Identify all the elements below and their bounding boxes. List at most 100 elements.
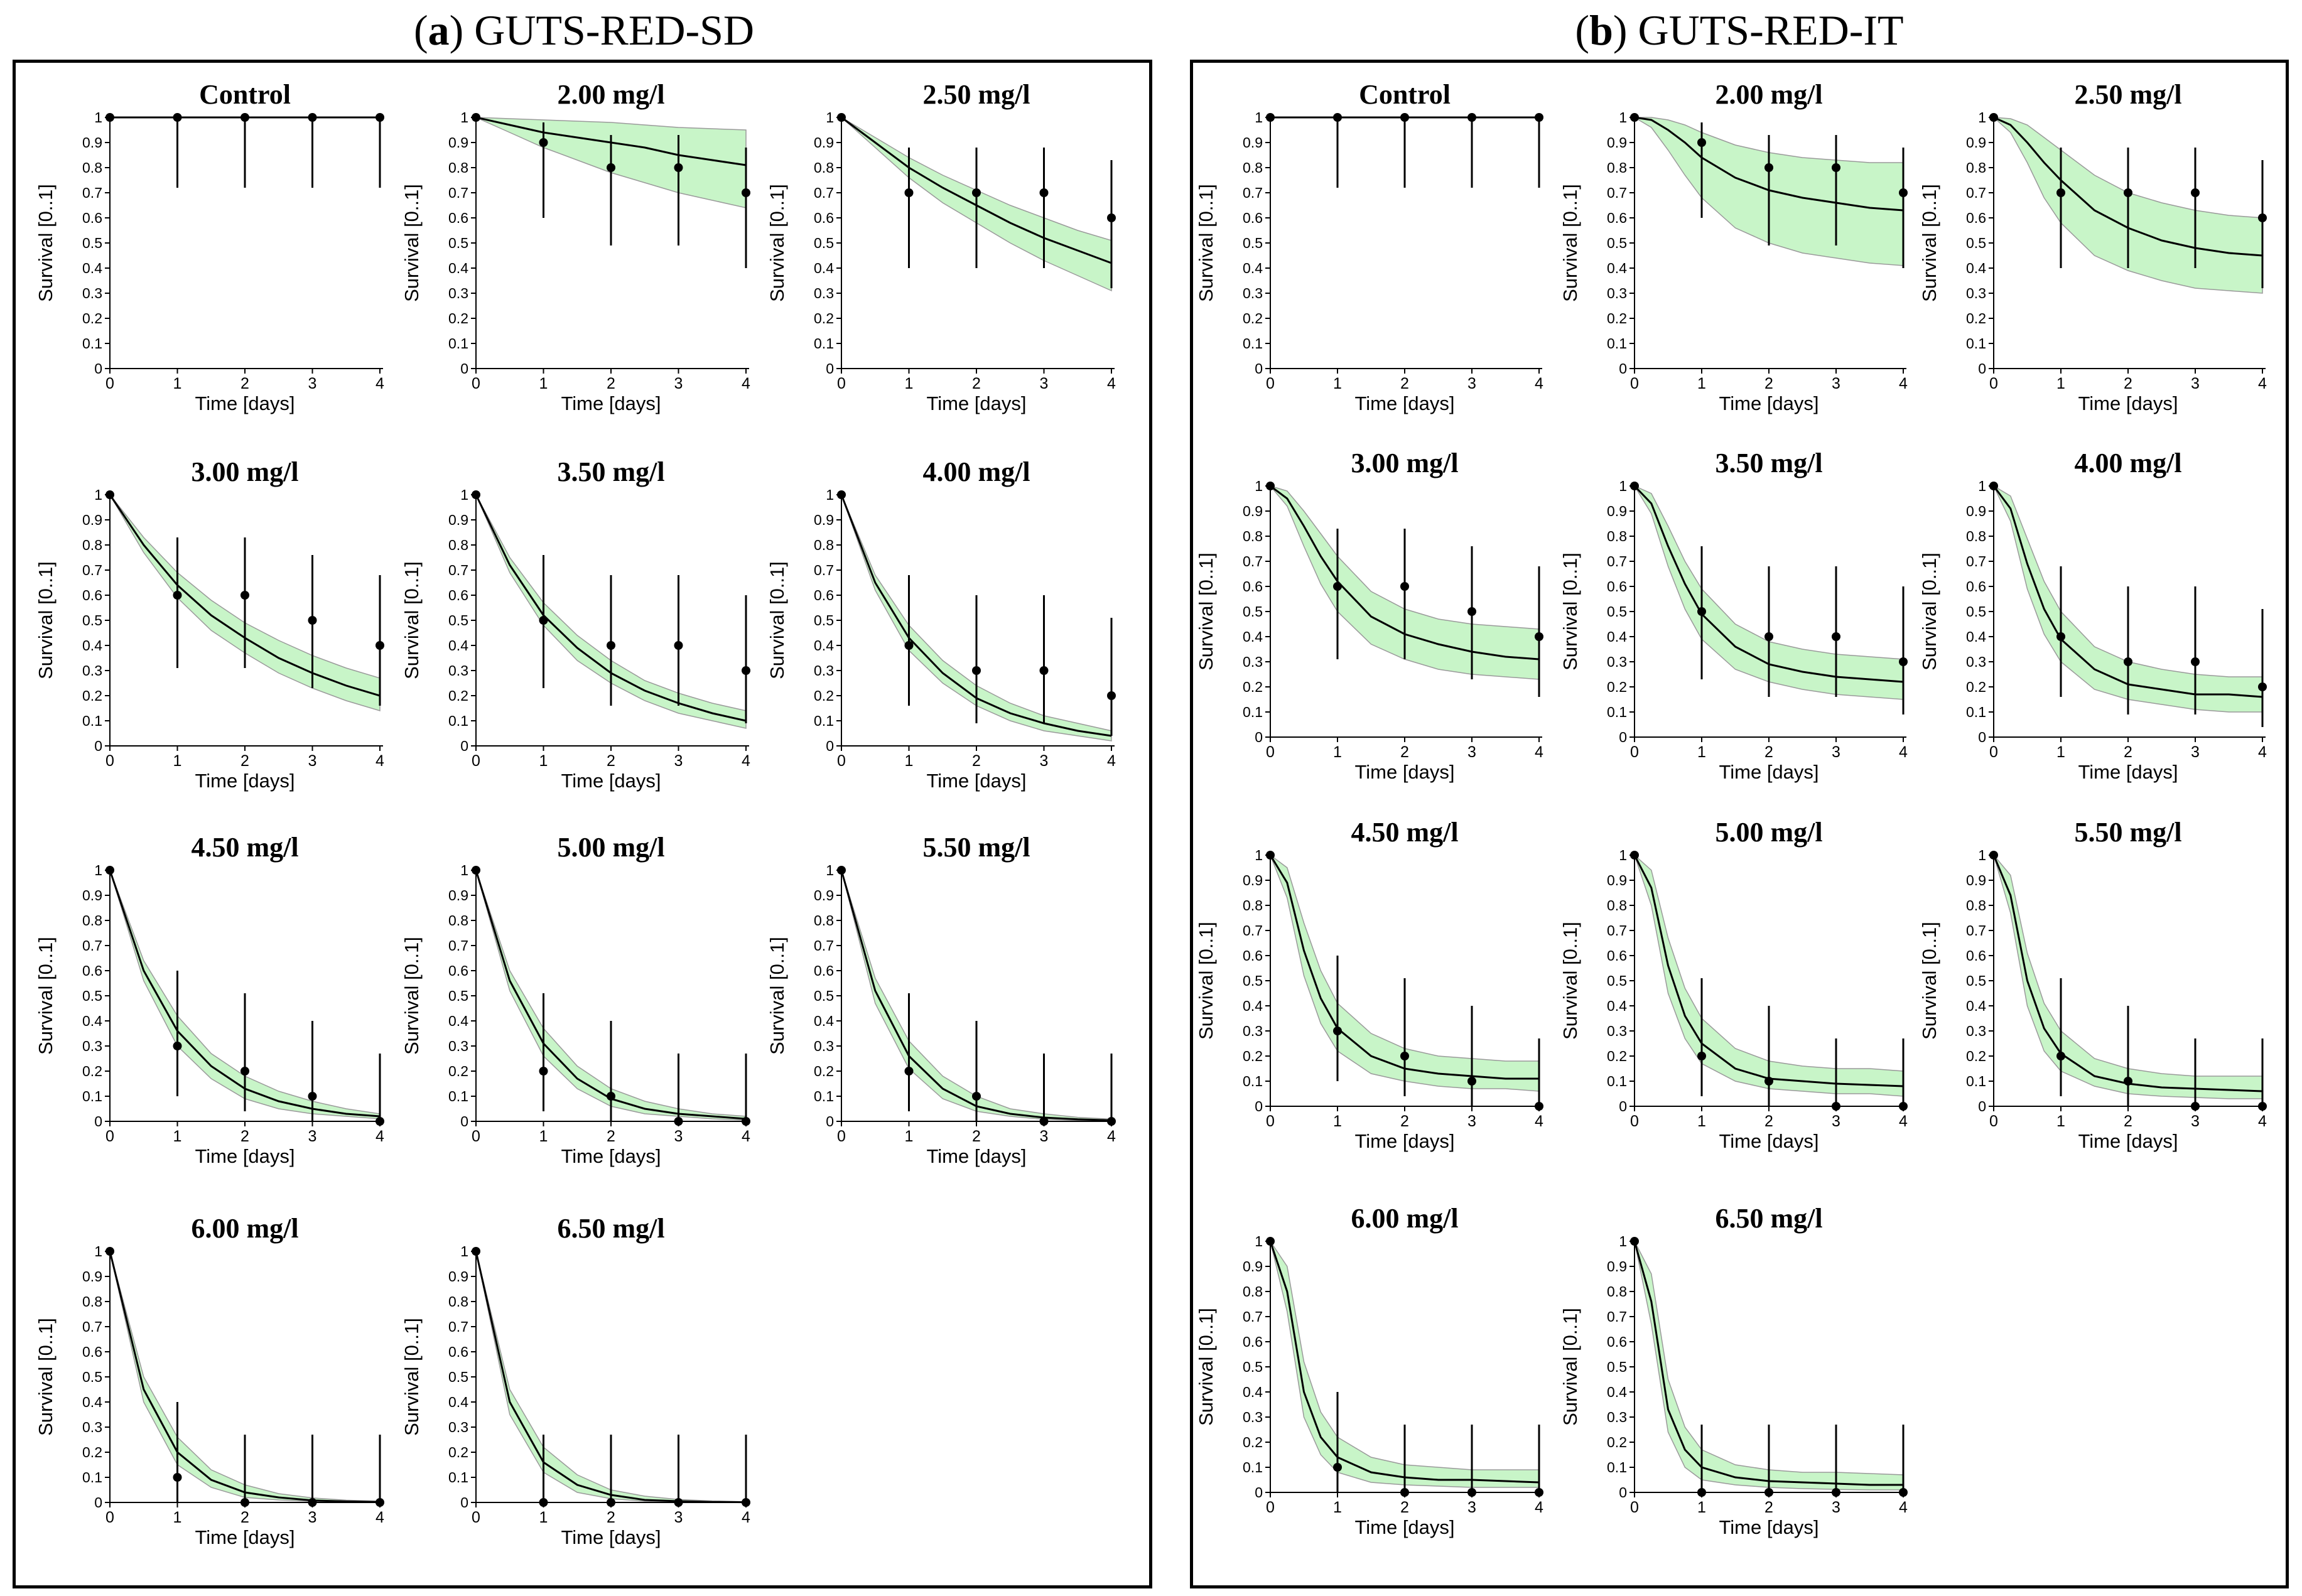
panel-a-plot-7-y-tick-label: 0.9	[82, 887, 102, 903]
panel-b-plot-10-x-tick-label: 3	[1467, 1499, 1476, 1516]
panel-a-plot-10-y-tick-label: 0	[94, 1494, 102, 1511]
panel-b-plot-11-y-tick-label: 0.8	[1607, 1283, 1627, 1300]
panel-a-plot-6-x-tick-label: 3	[1040, 752, 1049, 770]
panel-a-plot-2-x-tick-label: 2	[607, 375, 615, 392]
panel-b-plot-2-x-tick-label: 2	[1764, 375, 1773, 392]
panel-b-plot-3-x-tick-label: 2	[2124, 375, 2132, 392]
panel-b-plot-3-data-point	[2056, 188, 2065, 197]
panel-a-plot-2-x-tick-label: 3	[674, 375, 683, 392]
panel-a-plot-6-x-axis-label: Time [days]	[926, 770, 1026, 792]
panel-a-plot-3-y-tick-label: 0.8	[814, 159, 834, 176]
panel-a-plot-4-x-tick-label: 0	[105, 752, 114, 770]
panel-a-plot-1-data-point	[376, 113, 384, 122]
panel-b-plot-10-x-tick-label: 4	[1535, 1499, 1543, 1516]
panel-b-plot-7-group: 4.50 mg/l 0 0.1 0.2 0.3 0.4 0.5 0.6 0.7 0.8 0.9 1 0 1…	[1195, 817, 1543, 1152]
panel-a-plot-2-y-tick-label: 0.6	[448, 210, 468, 226]
panel-b-plot-10-y-tick-label: 0.9	[1243, 1258, 1263, 1275]
panel-a-plot-2-y-tick-label: 0.7	[448, 185, 468, 201]
panel-a-plot-9-data-point	[1039, 1117, 1049, 1126]
panel-a-plot-9-y-tick-label: 0.1	[814, 1088, 834, 1104]
panel-b-plot-9-y-tick-label: 0	[1978, 1098, 1986, 1114]
panel-b-plot-1-y-tick-label: 0.2	[1243, 310, 1263, 326]
panel-a-plot-9-x-tick-label: 3	[1040, 1128, 1049, 1145]
panel-a-plot-3-title: 2.50 mg/l	[922, 79, 1030, 110]
panel-b-plot-11-y-tick-label: 0.1	[1607, 1459, 1627, 1475]
panel-a-plot-3-data-point	[837, 113, 846, 122]
panel-a-plot-1-x-tick-label: 1	[173, 375, 182, 392]
panel-b-plot-2-x-tick-label: 3	[1832, 375, 1840, 392]
panel-b-plot-11-data-point	[1630, 1237, 1639, 1246]
panel-a-plot-8-x-tick-label: 3	[674, 1128, 683, 1145]
panel-b-plot-9-x-tick-label: 1	[2056, 1113, 2065, 1130]
panel-a-plot-5-x-tick-label: 3	[674, 752, 683, 770]
panel-b-plot-5-data-point	[1899, 657, 1908, 666]
panel-a-plot-9-data-point	[837, 866, 846, 875]
panel-b-plot-9-data-point	[2258, 1102, 2267, 1111]
panel-b-plot-11-x-tick-label: 0	[1630, 1499, 1639, 1516]
panel-a-plot-2-y-tick-label: 0	[460, 360, 468, 377]
panel-b-plot-5-y-tick-label: 0.9	[1607, 503, 1627, 519]
panel-b-plot-11-y-tick-label: 0.6	[1607, 1334, 1627, 1350]
panel-b-plot-11-y-tick-label: 0.4	[1607, 1384, 1627, 1400]
panel-b-plot-6-data-point	[2124, 657, 2132, 666]
panel-a-plot-8-x-tick-label: 0	[472, 1128, 480, 1145]
panel-b-plot-9-data-point	[2191, 1102, 2200, 1111]
panel-a-plot-7-y-tick-label: 1	[94, 862, 102, 878]
panel-b-plot-9-y-tick-label: 0.8	[1966, 897, 1986, 914]
panel-a-plot-9-x-tick-label: 2	[972, 1128, 981, 1145]
panel-b-plot-7-y-tick-label: 0.8	[1243, 897, 1263, 914]
panel-b-plot-2-y-axis-label: Survival [0..1]	[1559, 184, 1581, 302]
panel-a-plot-11-x-tick-label: 0	[472, 1509, 480, 1526]
panel-b-plot-11-data-point	[1832, 1488, 1840, 1497]
panel-a-plot-4-y-tick-label: 0.8	[82, 537, 102, 553]
panel-a-plot-10-data-point	[105, 1247, 114, 1256]
panel-a-plot-2-x-axis-label: Time [days]	[561, 392, 661, 414]
panel-b-plot-2-data-point	[1832, 163, 1840, 172]
panel-a-plot-7-x-tick-label: 0	[105, 1128, 114, 1145]
panel-a-plot-10-x-tick-label: 2	[240, 1509, 249, 1526]
panel-a-plot-4-y-tick-label: 0.1	[82, 713, 102, 729]
panel-a-plot-4-y-tick-label: 0.5	[82, 612, 102, 628]
panel-b-plot-4-y-tick-label: 0.5	[1243, 603, 1263, 620]
panel-a-plot-11-y-tick-label: 0.5	[448, 1369, 468, 1385]
panel-a-plot-5-x-tick-label: 4	[742, 752, 750, 770]
panel-b-plot-10-x-axis-label: Time [days]	[1354, 1516, 1454, 1538]
panel-a-plot-2-group: 2.00 mg/l 0 0.1 0.2 0.3 0.4 0.5 0.6 0.7 0.8 0.9 1 0 1…	[401, 79, 750, 414]
panel-b-plot-2-y-tick-label: 0.7	[1607, 185, 1627, 201]
panel-a-plot-10-y-tick-label: 0.4	[82, 1394, 102, 1410]
panel-a-plot-5-title: 3.50 mg/l	[557, 456, 664, 487]
panel-a-plot-6-y-tick-label: 0.2	[814, 687, 834, 704]
panel-b-plot-1-y-tick-label: 0.4	[1243, 260, 1263, 276]
panel-b-plot-8-y-tick-label: 1	[1619, 847, 1627, 863]
panel-b-plot-2-x-tick-label: 0	[1630, 375, 1639, 392]
panel-b-plot-5-x-tick-label: 1	[1697, 743, 1706, 761]
panel-a-plot-3-x-tick-label: 1	[905, 375, 914, 392]
panel-b-plot-1-x-tick-label: 0	[1266, 375, 1275, 392]
panel-b-plot-10-y-tick-label: 0.8	[1243, 1283, 1263, 1300]
panel-b-plot-3-data-point	[1989, 113, 1998, 122]
panel-b-plot-5-y-tick-label: 0.4	[1607, 628, 1627, 645]
panel-a-plot-5-y-tick-label: 0.4	[448, 637, 468, 654]
panel-b-plot-6-y-tick-label: 0.2	[1966, 679, 1986, 695]
panel-b-plot-3-x-tick-label: 0	[1989, 375, 1998, 392]
panel-a-plot-2-data-point	[539, 138, 548, 147]
panel-a-plot-10-y-tick-label: 0.1	[82, 1469, 102, 1485]
panel-b-plot-9-y-tick-label: 0.7	[1966, 922, 1986, 939]
panel-a-plot-2-y-tick-label: 0.3	[448, 285, 468, 301]
panel-a-plot-7-group: 4.50 mg/l 0 0.1 0.2 0.3 0.4 0.5 0.6 0.7 0.8 0.9 1 0 1…	[35, 832, 384, 1167]
panel-a-plot-1-data-point	[308, 113, 317, 122]
panel-a-plot-4-data-point	[173, 591, 182, 600]
panel-b-plot-1-title: Control	[1359, 79, 1451, 110]
panel-a-plot-2-y-tick-label: 0.9	[448, 134, 468, 151]
panel-b-plot-5-data-point	[1697, 607, 1706, 616]
panel-b-plot-9-data-point	[1989, 851, 1998, 860]
panel-a-letter: a	[428, 6, 450, 54]
panel-a-plot-3-group: 2.50 mg/l 0 0.1 0.2 0.3 0.4 0.5 0.6 0.7 0.8 0.9 1 0 1…	[766, 79, 1116, 414]
panel-b-plot-2-y-tick-label: 0.5	[1607, 235, 1627, 251]
panel-a-plot-3-y-tick-label: 0	[826, 360, 834, 377]
panel-b-plot-2-y-tick-label: 0	[1619, 360, 1627, 377]
panel-b-plot-8-data-point	[1630, 851, 1639, 860]
panel-b-plot-6-model-line	[1992, 485, 2263, 698]
panel-a-plot-8-y-tick-label: 0.8	[448, 912, 468, 929]
panel-a-plot-8-y-axis-label: Survival [0..1]	[401, 937, 423, 1055]
